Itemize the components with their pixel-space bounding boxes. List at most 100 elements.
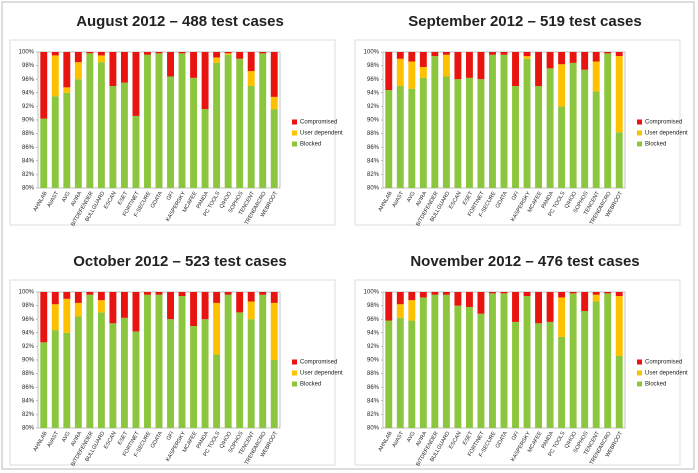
bar-segment — [109, 52, 117, 86]
y-tick-label: 80% — [367, 186, 380, 192]
bar-segment — [419, 66, 427, 78]
bar-segment — [512, 86, 519, 188]
bar-segment — [132, 292, 140, 332]
y-tick-label: 88% — [22, 131, 35, 137]
y-tick-label: 94% — [367, 330, 380, 336]
bar-segment — [558, 336, 566, 428]
bar-segment — [97, 300, 105, 313]
bar-segment — [408, 300, 416, 321]
bar-segment — [86, 53, 94, 188]
bar-segment — [178, 53, 186, 188]
bar-segment — [546, 321, 554, 428]
legend-label: Blocked — [645, 142, 666, 148]
bar-segment — [396, 304, 404, 318]
bar-segment — [592, 292, 600, 295]
bar-segment — [615, 56, 623, 133]
y-tick-label: 92% — [22, 104, 35, 110]
bar-segment — [592, 52, 600, 62]
y-tick-label: 96% — [22, 77, 35, 83]
bar-segment — [270, 96, 278, 110]
bar-segment — [615, 292, 623, 297]
bar-segment — [615, 296, 623, 356]
bar-segment — [190, 292, 198, 326]
bar-segment — [535, 86, 543, 188]
bar-segment — [97, 62, 105, 189]
legend-label: User dependent — [645, 131, 688, 137]
bar-segment — [604, 52, 612, 54]
y-tick-label: 100% — [19, 290, 35, 296]
bar-segment — [615, 52, 623, 57]
bar-segment — [270, 360, 278, 428]
bar-segment — [74, 52, 82, 63]
bar-segment — [523, 58, 531, 188]
bar-segment — [385, 90, 393, 188]
y-tick-label: 86% — [22, 145, 35, 151]
y-tick-label: 86% — [22, 385, 35, 391]
bar-segment — [74, 316, 82, 428]
chart-title: August 2012 – 488 test cases — [76, 13, 284, 30]
bar-segment — [592, 301, 600, 428]
bar-segment — [224, 52, 232, 54]
bar-segment — [74, 62, 82, 80]
legend-swatch — [637, 141, 642, 147]
bar-segment — [408, 52, 416, 62]
chart-title: September 2012 – 519 test cases — [408, 13, 642, 30]
y-tick-label: 88% — [367, 131, 380, 137]
bar-segment — [477, 52, 485, 80]
y-tick-label: 88% — [22, 371, 35, 377]
bar-segment — [604, 292, 612, 294]
bar-segment — [431, 292, 439, 295]
bar-segment — [132, 52, 140, 116]
bar-segment — [592, 91, 600, 188]
bar-segment — [615, 355, 623, 428]
bar-segment — [581, 52, 589, 70]
bar-segment — [213, 62, 221, 188]
bar-segment — [465, 77, 473, 188]
bar-segment — [489, 293, 496, 428]
bar-segment — [454, 52, 462, 80]
bar-segment — [178, 52, 186, 54]
bar-segment — [40, 342, 48, 428]
bar-segment — [236, 58, 244, 188]
bar-segment — [236, 52, 244, 59]
y-tick-label: 90% — [22, 118, 35, 124]
x-tick-label: GFI — [511, 190, 521, 201]
bar-segment — [592, 294, 600, 302]
legend-swatch — [292, 119, 297, 125]
bar-segment — [74, 292, 82, 303]
x-tick-label: GFI — [166, 190, 176, 201]
bar-segment — [247, 292, 255, 302]
bar-segment — [86, 294, 94, 428]
bar-segment — [51, 304, 59, 331]
x-tick-label: GFI — [511, 430, 521, 441]
bar-segment — [97, 52, 105, 56]
y-tick-label: 88% — [367, 371, 380, 377]
bar-segment — [465, 292, 473, 307]
bar-segment — [535, 323, 543, 428]
bar-segment — [167, 52, 174, 77]
bar-segment — [581, 292, 589, 312]
bar-segment — [155, 294, 163, 428]
y-tick-label: 92% — [367, 344, 380, 350]
bar-segment — [604, 53, 612, 188]
bar-segment — [201, 109, 209, 188]
x-tick-label: AVG — [406, 431, 417, 444]
bar-segment — [224, 54, 232, 188]
bar-segment — [489, 54, 496, 188]
bar-segment — [431, 294, 439, 428]
x-tick-label: AVG — [61, 431, 72, 444]
bar-segment — [477, 292, 485, 314]
y-tick-label: 84% — [22, 398, 35, 404]
bar-segment — [86, 52, 94, 54]
bar-segment — [419, 77, 427, 188]
bar-segment — [523, 52, 531, 57]
bar-segment — [97, 55, 105, 63]
bar-segment — [167, 319, 174, 428]
bar-segment — [213, 292, 221, 303]
y-tick-label: 96% — [367, 317, 380, 323]
y-tick-label: 82% — [367, 172, 380, 178]
y-tick-label: 96% — [367, 77, 380, 83]
bar-segment — [419, 297, 427, 428]
bar-segment — [247, 52, 255, 72]
bar-segment — [592, 61, 600, 92]
